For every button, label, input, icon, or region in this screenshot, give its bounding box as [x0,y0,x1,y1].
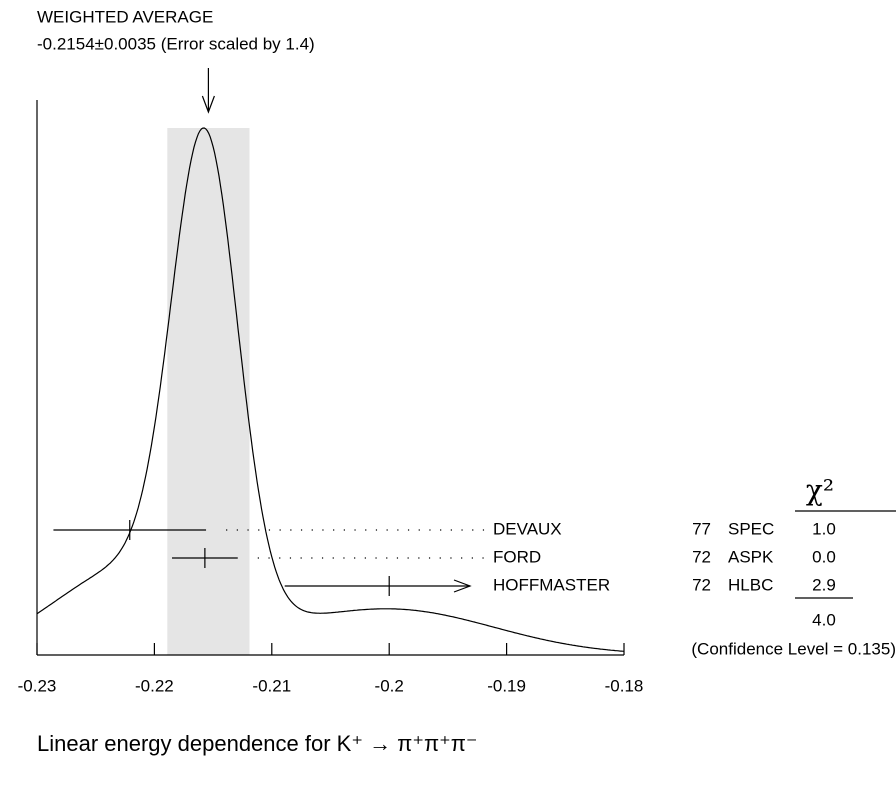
measurement-technique: ASPK [728,547,774,566]
measurement-year: 72 [692,575,711,594]
measurement-name: FORD [493,547,541,566]
x-tick-label: -0.23 [18,676,57,695]
measurement-year: 77 [692,519,711,538]
error-arrow [453,579,472,593]
measurement-name: HOFFMASTER [493,575,610,594]
average-arrow [201,68,215,114]
chart-title: WEIGHTED AVERAGE [37,7,213,26]
chart-subtitle: -0.2154±0.0035 (Error scaled by 1.4) [37,34,315,53]
x-tick-label: -0.18 [605,676,644,695]
x-tick-label: -0.22 [135,676,174,695]
x-tick-label: -0.2 [375,676,404,695]
chi2-value: 1.0 [812,519,836,538]
measurement-technique: SPEC [728,519,774,538]
x-axis-label: Linear energy dependence for K⁺ → π⁺π⁺π⁻ [37,731,478,756]
measurement-name: DEVAUX [493,519,562,538]
chi2-header: χ² [806,474,834,507]
ideogram-curve [36,127,625,652]
chi2-value: 0.0 [812,547,836,566]
x-tick-label: -0.21 [252,676,291,695]
chi2-total: 4.0 [812,610,836,629]
x-tick-label: -0.19 [487,676,526,695]
measurement-technique: HLBC [728,575,773,594]
average-band [167,128,250,655]
measurement-year: 72 [692,547,711,566]
confidence-level: (Confidence Level = 0.135) [691,639,896,658]
chi2-value: 2.9 [812,575,836,594]
